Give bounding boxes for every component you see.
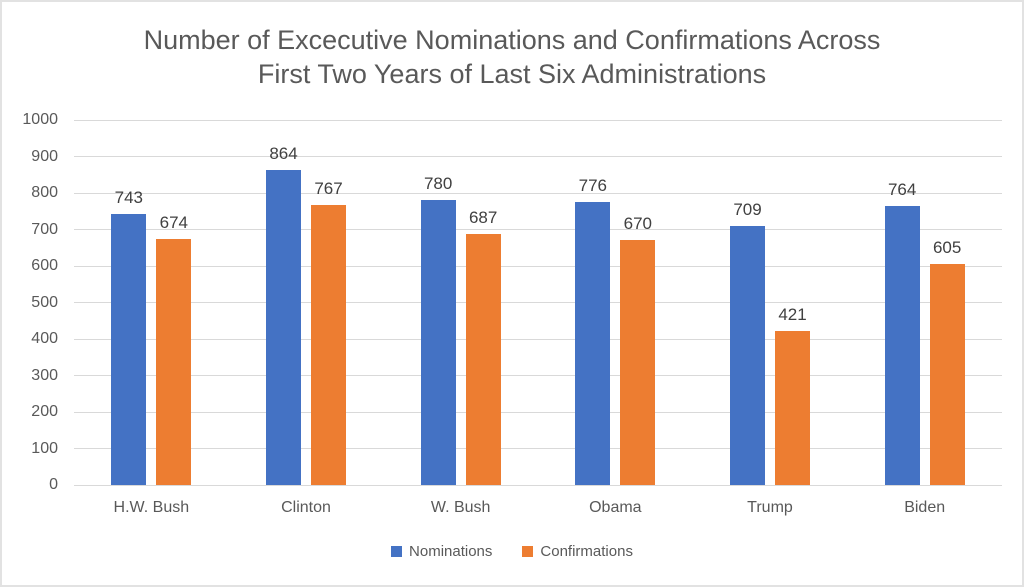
legend-item-nominations: Nominations xyxy=(391,543,492,560)
legend-label-confirmations: Confirmations xyxy=(540,543,633,560)
bar-nominations xyxy=(111,213,147,485)
bar-value-label: 687 xyxy=(468,208,498,228)
gridline xyxy=(74,119,1002,121)
category-label: Biden xyxy=(904,499,946,516)
gridline xyxy=(74,302,1002,303)
legend-swatch-confirmations xyxy=(522,546,534,557)
chart-title-line-2: First Two Years of Last Six Administrati… xyxy=(257,59,767,89)
category-label: Trump xyxy=(747,499,793,516)
category-label: Clinton xyxy=(281,499,331,516)
gridline xyxy=(74,484,1002,486)
y-axis-tick-label: 300 xyxy=(31,366,58,384)
y-axis-tick-label: 1000 xyxy=(22,111,58,128)
category-label: W. Bush xyxy=(430,499,491,516)
bar-nominations xyxy=(884,206,920,485)
bar-value-label: 764 xyxy=(887,180,917,200)
gridline xyxy=(74,375,1002,376)
legend: Nominations Confirmations xyxy=(2,543,1022,560)
gridline xyxy=(74,448,1002,449)
category-label: Obama xyxy=(589,499,642,516)
legend-swatch-nominations xyxy=(391,546,403,557)
bar-value-label: 709 xyxy=(733,200,762,220)
gridline xyxy=(74,192,1002,194)
y-axis-tick-label: 900 xyxy=(31,147,58,165)
chart-title: Number of Excecutive Nominations and Con… xyxy=(2,23,1022,91)
y-axis-tick-label: 400 xyxy=(31,330,58,347)
bar-confirmations xyxy=(620,240,656,485)
legend-label-nominations: Nominations xyxy=(409,543,493,560)
gridline xyxy=(74,265,1002,267)
y-axis-tick-label: 500 xyxy=(31,293,58,311)
bar-value-label: 776 xyxy=(578,175,608,195)
gridline xyxy=(74,156,1002,157)
bar-value-label: 674 xyxy=(159,212,189,232)
gridline xyxy=(74,229,1002,230)
chart-title-line-1: Number of Excecutive Nominations and Con… xyxy=(143,25,881,55)
y-axis-tick-label: 200 xyxy=(31,403,58,420)
y-axis-tick-label: 100 xyxy=(31,439,58,457)
bar-nominations xyxy=(420,200,456,485)
bar-confirmations xyxy=(311,205,346,485)
category-label: H.W. Bush xyxy=(113,499,190,516)
bar-confirmations xyxy=(156,238,192,485)
bar-value-label: 767 xyxy=(314,179,343,199)
bar-value-label: 670 xyxy=(623,214,653,234)
bar-value-label: 421 xyxy=(778,305,807,325)
bar-confirmations xyxy=(465,234,501,485)
y-axis-tick-label: 800 xyxy=(31,184,58,201)
bar-nominations xyxy=(266,169,301,485)
gridline xyxy=(74,411,1002,413)
bar-value-label: 743 xyxy=(114,187,144,207)
bar-nominations xyxy=(575,201,611,485)
y-axis-tick-label: 600 xyxy=(31,257,58,274)
bar-value-label: 605 xyxy=(932,238,962,258)
legend-item-confirmations: Confirmations xyxy=(522,543,633,560)
bar-value-label: 864 xyxy=(269,143,298,163)
y-axis-tick-label: 700 xyxy=(31,220,58,238)
bar-nominations xyxy=(730,226,765,485)
y-axis-tick-label: 0 xyxy=(49,476,58,493)
gridline xyxy=(74,338,1002,340)
bar-confirmations xyxy=(929,264,965,485)
bar-confirmations xyxy=(775,331,810,485)
bar-value-label: 780 xyxy=(423,174,453,194)
